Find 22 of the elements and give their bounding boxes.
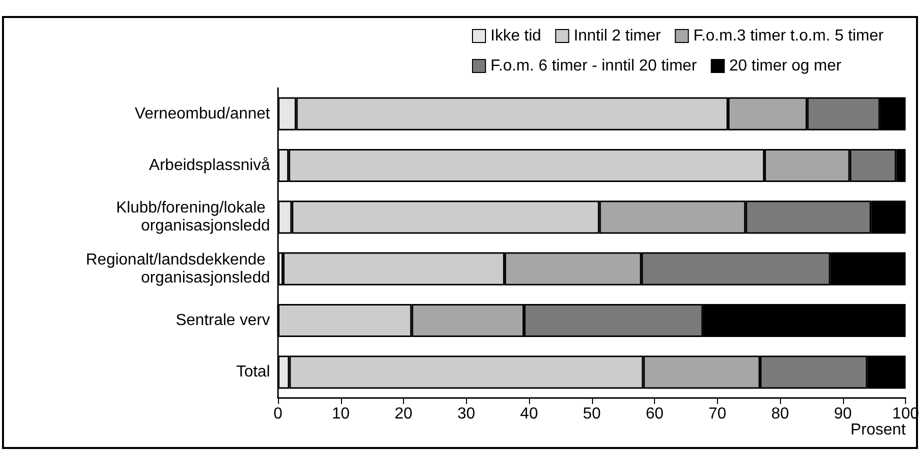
legend-label: Ikke tid <box>490 28 542 44</box>
y-tick-label: Total <box>236 364 270 381</box>
legend-label: Inntil 2 timer <box>574 28 662 44</box>
x-tick-label: 90 <box>834 406 852 422</box>
legend-label: F.o.m.3 timer t.o.m. 5 timer <box>693 28 884 44</box>
x-tick-label: 0 <box>274 406 283 422</box>
x-tick-label: 60 <box>646 406 664 422</box>
legend-label: F.o.m. 6 timer - inntil 20 timer <box>490 58 698 74</box>
x-tick-label: 30 <box>457 406 476 422</box>
x-tick-label: 20 <box>394 406 413 422</box>
x-tick-label: 80 <box>771 406 790 422</box>
y-tick-label: Sentrale verv <box>176 312 270 329</box>
x-tick-label: 40 <box>520 406 538 422</box>
y-tick-label: Klubb/forening/lokale organisasjonsledd <box>116 200 270 235</box>
y-tick-label: Arbeidsplassnivå <box>149 157 270 174</box>
x-axis-title: Prosent <box>850 422 906 438</box>
x-tick-label: 10 <box>332 406 350 422</box>
y-tick-label: Regionalt/landsdekkende organisasjonsledd <box>86 251 270 286</box>
x-tick-label: 70 <box>708 406 726 422</box>
legend-label: 20 timer og mer <box>729 58 842 74</box>
x-tick-label: 50 <box>582 406 601 422</box>
y-tick-label: Verneombud/annet <box>134 105 271 122</box>
